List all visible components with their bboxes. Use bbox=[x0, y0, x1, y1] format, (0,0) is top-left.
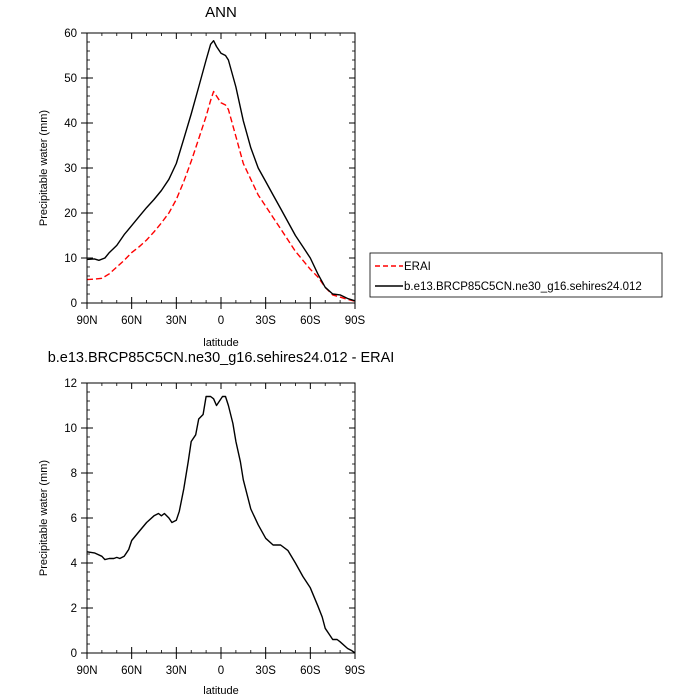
top-xtick-label: 30S bbox=[255, 315, 276, 327]
top-ytick-label: 60 bbox=[64, 28, 77, 40]
bottom-ytick-label: 12 bbox=[64, 378, 77, 390]
bottom-xtick-label: 60S bbox=[300, 665, 321, 677]
bottom-ytick-label: 2 bbox=[71, 603, 77, 615]
bottom-xtick-label: 90N bbox=[76, 665, 97, 677]
bottom-ytick-label: 10 bbox=[64, 423, 77, 435]
top-xtick-label: 60S bbox=[300, 315, 321, 327]
legend-label-erai: ERAI bbox=[404, 261, 431, 273]
top-xtick-label: 90N bbox=[76, 315, 97, 327]
bottom-xtick-label: 90S bbox=[345, 665, 366, 677]
top-plot-frame bbox=[86, 32, 356, 304]
top-chart-title: ANN bbox=[205, 4, 237, 21]
top-xtick-label: 30N bbox=[166, 315, 187, 327]
top-ytick-label: 20 bbox=[64, 208, 77, 220]
bottom-ytick-label: 8 bbox=[71, 468, 77, 480]
top-y-axis-label: Precipitable water (mm) bbox=[38, 110, 50, 226]
top-ytick-label: 10 bbox=[64, 253, 77, 265]
top-ytick-label: 0 bbox=[71, 298, 77, 310]
top-series-line-1 bbox=[86, 40, 356, 302]
bottom-xtick-label: 30N bbox=[166, 665, 187, 677]
bottom-ytick-label: 0 bbox=[71, 648, 77, 660]
legend-label-model: b.e13.BRCP85C5CN.ne30_g16.sehires24.012 bbox=[404, 281, 642, 293]
top-xtick-label: 0 bbox=[218, 315, 224, 327]
bottom-x-axis-label: latitude bbox=[203, 685, 238, 697]
bottom-y-axis-label: Precipitable water (mm) bbox=[38, 460, 50, 576]
top-panel: ANN Precipitable water (mm) latitude 0 10… bbox=[38, 4, 366, 349]
bottom-panel: b.e13.BRCP85C5CN.ne30_g16.sehires24.012 … bbox=[38, 350, 394, 697]
bottom-ytick-label: 4 bbox=[71, 558, 78, 570]
bottom-ytick-label: 6 bbox=[71, 513, 77, 525]
bottom-series-line-0 bbox=[86, 395, 356, 654]
bottom-plot-frame bbox=[86, 382, 356, 654]
top-series-line-0 bbox=[86, 90, 356, 302]
top-x-axis-label: latitude bbox=[203, 337, 238, 349]
bottom-xtick-label: 0 bbox=[218, 665, 224, 677]
bottom-chart-title: b.e13.BRCP85C5CN.ne30_g16.sehires24.012 … bbox=[48, 350, 395, 366]
bottom-xtick-label: 30S bbox=[255, 665, 276, 677]
top-ytick-label: 40 bbox=[64, 118, 77, 130]
top-xtick-label: 60N bbox=[121, 315, 142, 327]
top-ytick-label: 30 bbox=[64, 163, 77, 175]
bottom-xtick-label: 60N bbox=[121, 665, 142, 677]
top-ytick-label: 50 bbox=[64, 73, 77, 85]
legend-box bbox=[369, 252, 663, 298]
legend: ERAI b.e13.BRCP85C5CN.ne30_g16.sehires24… bbox=[369, 252, 663, 298]
top-xtick-label: 90S bbox=[345, 315, 366, 327]
